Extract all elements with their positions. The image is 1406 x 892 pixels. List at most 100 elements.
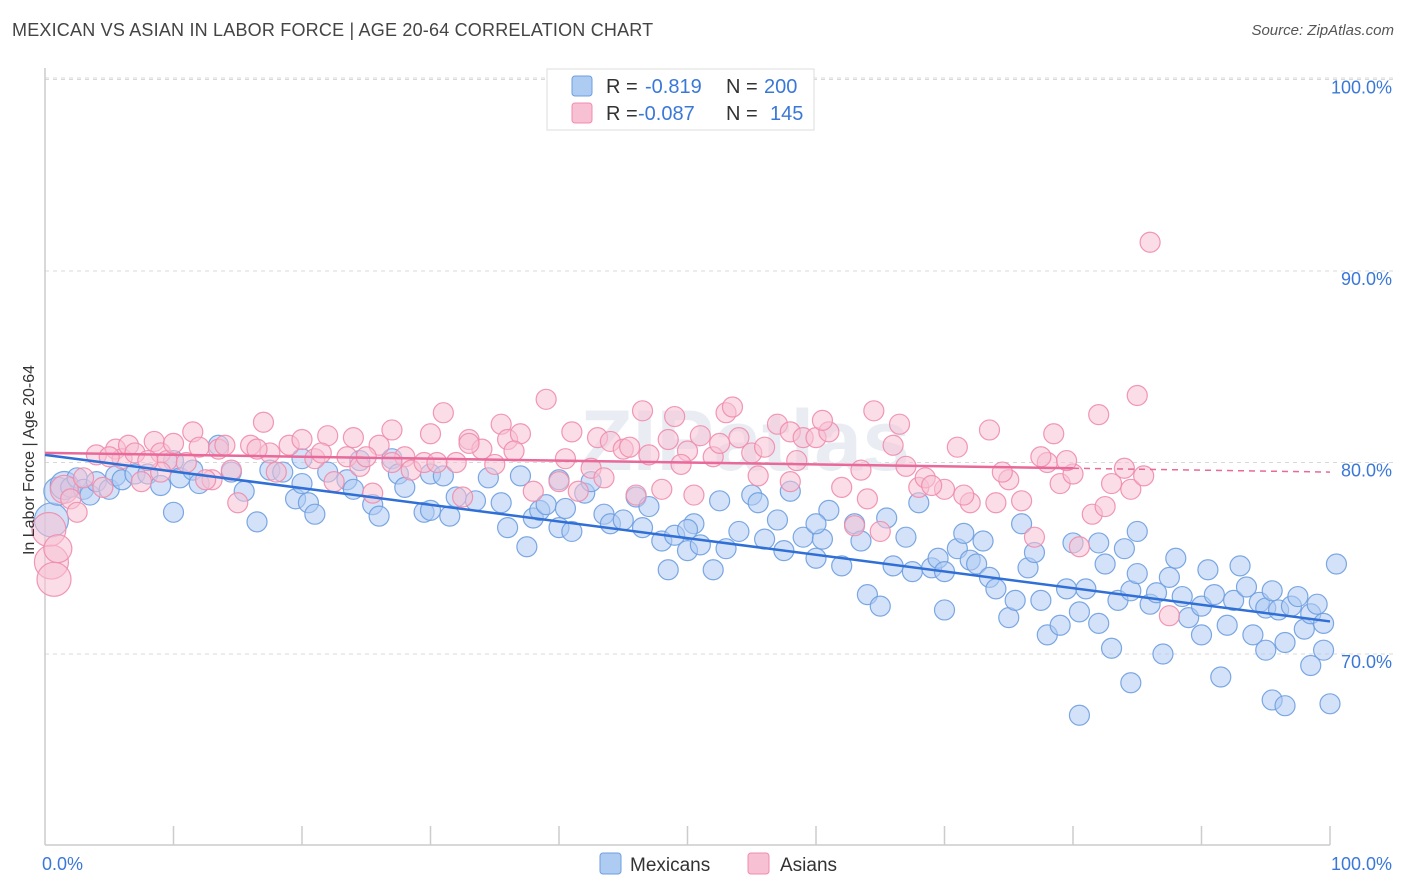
asians-point	[130, 471, 152, 493]
mexicans-point	[1235, 576, 1258, 598]
mexicans-point	[1165, 547, 1187, 569]
mexicans-point	[1287, 585, 1309, 608]
mexicans-point	[676, 518, 699, 541]
asians-point	[619, 436, 641, 458]
mexicans-point	[490, 492, 512, 514]
mexicans-point	[1312, 639, 1335, 661]
source-note: Source: ZipAtlas.com	[1251, 22, 1394, 39]
asians-point	[1055, 449, 1078, 472]
chart-title: MEXICAN VS ASIAN IN LABOR FORCE | AGE 20…	[12, 20, 654, 40]
mexicans-point	[631, 517, 654, 539]
mexicans-point	[1010, 513, 1033, 535]
asians-point	[863, 400, 885, 422]
asians-point	[452, 486, 474, 508]
mexicans-point	[702, 559, 724, 581]
asians-point	[747, 465, 769, 487]
asians-point	[1158, 605, 1180, 627]
mexicans-point	[1030, 589, 1052, 611]
asians-point	[831, 476, 853, 498]
asians-point	[419, 423, 442, 445]
legend-n-label-1: N =	[726, 76, 758, 98]
asians-point	[554, 448, 577, 470]
x-tick-label-0: 0.0%	[42, 854, 83, 874]
asians-point	[522, 480, 544, 502]
mexicans-point	[933, 599, 956, 621]
asians-point	[1100, 472, 1123, 495]
asians-point	[843, 515, 866, 537]
y-tick-label-2: 90.0%	[1341, 269, 1392, 289]
asians-point	[265, 461, 287, 483]
asians-point	[1126, 384, 1148, 407]
legend-swatch-asians	[571, 102, 593, 124]
mexicans-point	[516, 536, 538, 558]
asians-point	[953, 484, 975, 506]
mexicans-point	[1216, 614, 1238, 636]
asians-point	[1043, 423, 1065, 445]
asians-point	[43, 534, 73, 564]
mexicans-point	[1261, 580, 1283, 602]
series-asians	[31, 231, 1180, 627]
mexicans-point	[1325, 553, 1348, 575]
legend-swatch-mexicans	[571, 75, 593, 97]
asians-point	[567, 480, 589, 502]
mexicans-point	[831, 555, 853, 577]
mexicans-point	[1274, 631, 1296, 654]
asians-point	[36, 561, 72, 597]
mexicans-point	[901, 561, 923, 583]
legend-n-label-2: N =	[726, 103, 758, 125]
asians-point	[921, 474, 943, 497]
mexicans-point	[805, 513, 827, 535]
mexicans-point	[554, 497, 577, 520]
asians-point	[72, 467, 95, 489]
asians-point	[721, 396, 744, 418]
mexicans-point	[1210, 666, 1232, 688]
asians-point	[381, 451, 403, 474]
trend-line-asians-extension	[1072, 467, 1331, 473]
asians-point	[1068, 536, 1091, 558]
mexicans-point	[246, 511, 268, 533]
mexicans-point	[747, 492, 769, 514]
mexicans-point	[1126, 562, 1148, 585]
mexicans-point	[1100, 637, 1123, 659]
axes	[44, 68, 1331, 846]
mexicans-point	[895, 526, 917, 548]
mexicans-point	[1088, 612, 1110, 634]
mexicans-point	[1158, 566, 1180, 589]
asians-point	[651, 478, 673, 500]
mexicans-point	[805, 547, 827, 569]
asians-point	[991, 461, 1013, 483]
asians-point	[657, 428, 679, 451]
asians-point	[195, 469, 217, 491]
asians-point	[882, 434, 904, 456]
asians-point	[625, 484, 647, 506]
asians-point	[1133, 465, 1155, 487]
asians-point	[503, 440, 525, 462]
mexicans-point	[1229, 555, 1251, 577]
tick-labels: 70.0% 80.0% 90.0% 100.0% 0.0% 100.0%	[42, 78, 1392, 875]
asians-point	[728, 427, 750, 449]
mexicans-point	[1197, 559, 1219, 581]
asians-point	[458, 432, 480, 454]
asians-point	[445, 451, 467, 474]
asians-point	[670, 453, 692, 476]
mexicans-point	[657, 559, 679, 581]
asians-point	[1088, 404, 1110, 426]
legend-r-label-1: R =	[606, 76, 638, 98]
asians-point	[66, 501, 88, 523]
asians-point	[869, 520, 891, 543]
asians-point	[342, 427, 364, 449]
asians-point	[631, 400, 654, 422]
correlation-legend: R = -0.819 N = 200 R = -0.087 N = 145	[546, 68, 815, 131]
mexicans-point	[953, 522, 975, 544]
asians-point	[381, 419, 403, 441]
y-tick-label-3: 100.0%	[1331, 78, 1392, 98]
asians-point	[689, 425, 711, 447]
y-tick-label-1: 80.0%	[1341, 461, 1392, 481]
mexicans-point	[1094, 553, 1116, 575]
asians-point	[1139, 231, 1161, 253]
mexicans-point	[972, 530, 994, 552]
asians-point	[1010, 490, 1033, 512]
trend-line-asians	[44, 451, 1074, 470]
mexicans-point	[818, 499, 840, 521]
